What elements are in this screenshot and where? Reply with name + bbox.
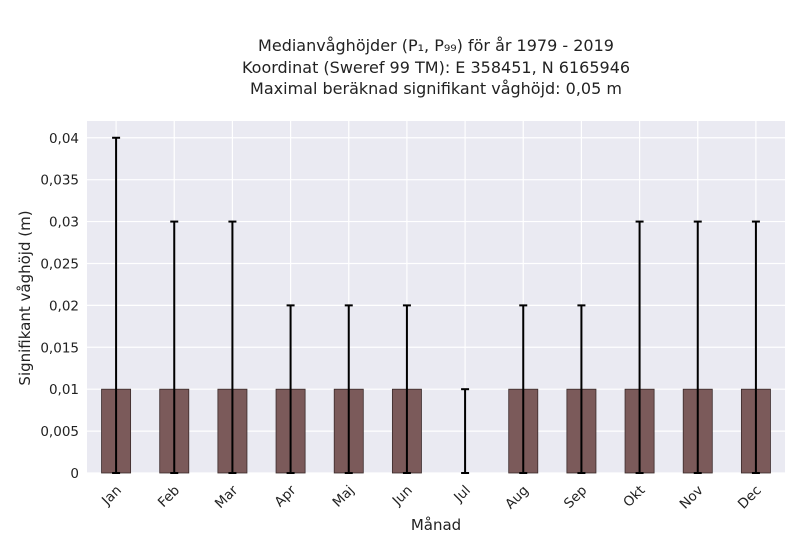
- title-line-2: Koordinat (Sweref 99 TM): E 358451, N 61…: [242, 58, 630, 77]
- y-tick-label: 0,01: [49, 382, 79, 398]
- x-tick-label: Maj: [330, 483, 358, 511]
- y-tick-label: 0,03: [49, 215, 79, 231]
- x-tick-label: Jun: [389, 483, 416, 510]
- errorbar-dec: [751, 220, 760, 474]
- plot-area: [87, 121, 785, 473]
- x-tick-label: Apr: [272, 482, 300, 510]
- errorbar-aug: [519, 304, 528, 474]
- errorbar-okt: [635, 220, 644, 474]
- y-tick-label: 0,005: [40, 424, 79, 440]
- x-tick-label: Mar: [212, 482, 242, 512]
- x-tick-label: Dec: [735, 483, 765, 513]
- errorbar-mar: [228, 220, 237, 474]
- title-line-1: Medianvåghöjder (P₁, P₉₉) för år 1979 - …: [258, 36, 614, 55]
- x-axis-ticks: Jan Feb Mar Apr Maj Jun Jul Aug Sep Okt Nov Dec: [98, 482, 765, 512]
- y-tick-label: 0,035: [40, 173, 79, 189]
- errorbar-sep: [577, 304, 586, 474]
- y-tick-label: 0,02: [49, 298, 79, 314]
- x-tick-label: Jul: [450, 483, 474, 507]
- x-tick-label: Feb: [155, 483, 183, 511]
- y-tick-label: 0: [70, 466, 79, 482]
- y-axis-label: Signifikant våghöjd (m): [16, 210, 34, 385]
- error-bars: [112, 136, 760, 474]
- y-axis-ticks: 0 0,005 0,01 0,015 0,02 0,025 0,03 0,035 0,04: [40, 131, 79, 482]
- y-tick-label: 0,015: [40, 340, 79, 356]
- x-tick-label: Aug: [502, 483, 532, 513]
- y-tick-label: 0,025: [40, 256, 79, 272]
- x-axis-label: Månad: [411, 516, 461, 534]
- errorbar-nov: [693, 220, 702, 474]
- errorbar-jul: [461, 388, 470, 474]
- errorbar-jun: [402, 304, 411, 474]
- errorbar-feb: [170, 220, 179, 474]
- x-tick-label: Jan: [98, 483, 125, 510]
- x-tick-label: Okt: [620, 483, 648, 511]
- title-line-3: Maximal beräknad signifikant våghöjd: 0,…: [250, 79, 622, 98]
- y-tick-label: 0,04: [49, 131, 79, 147]
- x-tick-label: Sep: [561, 483, 590, 512]
- errorbar-jan: [112, 136, 121, 474]
- chart-title: Medianvåghöjder (P₁, P₉₉) för år 1979 - …: [242, 36, 630, 98]
- x-tick-label: Nov: [677, 483, 707, 513]
- errorbar-apr: [286, 304, 295, 474]
- errorbar-maj: [344, 304, 353, 474]
